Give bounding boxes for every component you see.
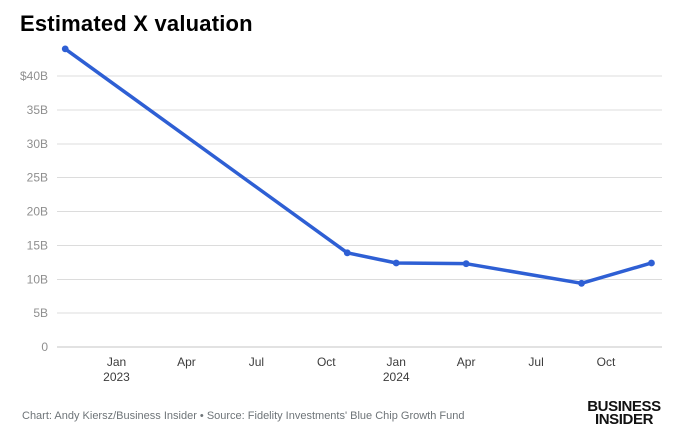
- x-axis-tick-label: Apr: [457, 355, 476, 369]
- data-point: [578, 279, 585, 287]
- x-axis-tick-label: Apr: [177, 355, 196, 369]
- x-axis-tick-label: Jul: [249, 355, 264, 369]
- x-axis-tick-label: Oct: [317, 355, 336, 369]
- chart-title: Estimated X valuation: [20, 11, 253, 36]
- y-axis-tick-label: 5B: [33, 306, 48, 320]
- y-axis-tick-label: 0: [41, 340, 48, 354]
- y-axis-tick-label: 15B: [27, 238, 48, 252]
- x-axis-tick-label: Jan: [107, 355, 126, 369]
- data-point: [61, 45, 69, 53]
- valuation-line: [63, 47, 654, 286]
- data-point: [343, 249, 351, 257]
- y-axis-tick-label: 10B: [27, 272, 48, 286]
- logo-line-business: BUSINESS: [587, 398, 661, 415]
- x-axis-tick-label: Jul: [528, 355, 543, 369]
- y-axis-tick-label: 25B: [27, 171, 48, 185]
- x-axis-year-label: 2024: [383, 370, 410, 384]
- data-point: [392, 259, 400, 267]
- logo-line-insider: INSIDER: [594, 410, 654, 428]
- x-axis-year-label: 2023: [103, 370, 130, 384]
- data-point: [648, 259, 655, 267]
- data-point: [462, 260, 470, 268]
- chart-credit: Chart: Andy Kiersz/Business Insider • So…: [22, 410, 465, 422]
- business-insider-logo: BUSINESS INSIDER: [585, 398, 663, 428]
- x-axis-tick-label: Jan: [387, 355, 406, 369]
- x-axis-tick-label: Oct: [597, 355, 616, 369]
- y-axis-tick-label: 30B: [27, 137, 48, 151]
- y-axis-tick-label: 20B: [27, 205, 48, 219]
- y-axis-tick-label: $40B: [20, 69, 48, 83]
- y-axis-tick-label: 35B: [27, 103, 48, 117]
